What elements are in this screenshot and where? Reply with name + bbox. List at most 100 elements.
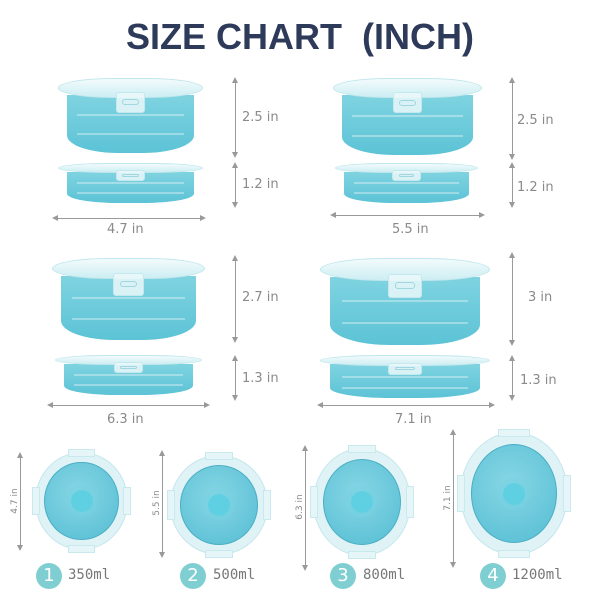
capacity-label: 800ml (363, 567, 406, 583)
height-arrow (509, 77, 515, 160)
size-number-badge: 3 (330, 563, 356, 589)
collapsed-container (320, 355, 490, 398)
width-label: 6.3 in (107, 412, 144, 427)
ridge (352, 114, 463, 117)
expanded-container (58, 78, 203, 153)
ridge (353, 182, 460, 185)
latch-clip (113, 272, 144, 296)
width-label: 7.1 in (395, 412, 432, 427)
latch-tab (310, 486, 318, 518)
ridge (342, 321, 468, 324)
latch-hole (120, 366, 137, 370)
expanded-container (333, 78, 482, 155)
expanded-height-label: 2.7 in (242, 290, 279, 305)
latch-clip (392, 91, 423, 114)
diameter-label: 5.5 in (152, 490, 162, 516)
latch-tab (498, 429, 530, 437)
latch-tab (498, 550, 530, 558)
ridge (74, 374, 183, 377)
vent-valve (351, 491, 373, 513)
latch-tab (32, 486, 40, 516)
ridge (76, 192, 185, 195)
size-number-badge: 2 (180, 563, 206, 589)
collapsed-height-label: 1.3 in (242, 371, 279, 386)
latch-tab (347, 551, 377, 559)
ridge (342, 299, 468, 302)
collapsed-container (58, 163, 203, 203)
silicone-base (44, 461, 119, 541)
expanded-container (320, 258, 490, 345)
ridge (342, 386, 468, 389)
latch-tab (457, 475, 465, 512)
width-arrow (52, 215, 206, 221)
diameter-label: 4.7 in (10, 487, 20, 514)
latch-tab (263, 490, 271, 520)
collapsed-container (55, 355, 202, 395)
page-title: SIZE CHART (INCH) (126, 16, 474, 57)
diameter-label: 7.1 in (443, 484, 453, 511)
ridge (71, 318, 186, 321)
container-top-view (310, 445, 414, 559)
diameter-arrow (302, 445, 308, 571)
collapsed-height-label: 1.3 in (520, 373, 557, 388)
diameter-arrow (159, 450, 165, 558)
latch-tab (563, 475, 571, 512)
height-arrow (232, 77, 238, 158)
diameter-label: 6.3 in (295, 494, 305, 520)
expanded-height-label: 2.5 in (242, 110, 279, 125)
ridge (76, 133, 185, 136)
size-number-badge: 1 (36, 563, 62, 589)
collapsed-container (335, 163, 478, 203)
silicone-base (179, 464, 259, 546)
diameter-arrow (17, 452, 23, 551)
latch-hole (119, 281, 138, 288)
capacity-label: 1200ml (512, 567, 563, 583)
ridge (353, 192, 460, 195)
latch-clip (388, 362, 422, 375)
expanded-container (52, 258, 205, 340)
diameter-arrow (450, 429, 456, 568)
container-top-view (457, 429, 571, 558)
ridge (352, 134, 463, 137)
height-arrow (232, 162, 238, 208)
height-arrow (509, 162, 515, 208)
latch-hole (398, 174, 415, 178)
latch-hole (395, 367, 415, 371)
latch-tab (167, 490, 175, 520)
latch-tab (67, 545, 96, 553)
latch-hole (122, 99, 139, 105)
latch-hole (122, 174, 139, 178)
latch-hole (395, 282, 415, 290)
latch-tab (406, 486, 414, 518)
width-arrow (317, 402, 495, 408)
silicone-base (322, 458, 402, 546)
width-arrow (47, 402, 210, 408)
width-arrow (330, 212, 485, 218)
ridge (342, 375, 468, 378)
container-top-view (32, 449, 131, 553)
collapsed-height-label: 1.2 in (242, 177, 279, 192)
ridge (76, 182, 185, 185)
height-arrow (232, 355, 238, 401)
height-arrow (232, 255, 238, 343)
expanded-height-label: 3 in (528, 290, 553, 305)
height-arrow (509, 252, 515, 346)
size-number-badge: 4 (480, 563, 506, 589)
latch-tab (204, 452, 234, 460)
latch-tab (67, 449, 96, 457)
vent-valve (208, 494, 230, 516)
vent-valve (503, 482, 525, 505)
ridge (74, 384, 183, 387)
latch-clip (116, 170, 145, 182)
latch-clip (392, 170, 421, 182)
collapsed-height-label: 1.2 in (517, 180, 554, 195)
capacity-label: 500ml (213, 567, 256, 583)
ridge (76, 113, 185, 116)
vent-valve (70, 490, 93, 512)
width-label: 5.5 in (392, 222, 429, 237)
height-arrow (509, 355, 515, 401)
silicone-base (470, 443, 558, 544)
latch-clip (388, 273, 422, 299)
latch-clip (113, 362, 144, 374)
latch-tab (347, 445, 377, 453)
